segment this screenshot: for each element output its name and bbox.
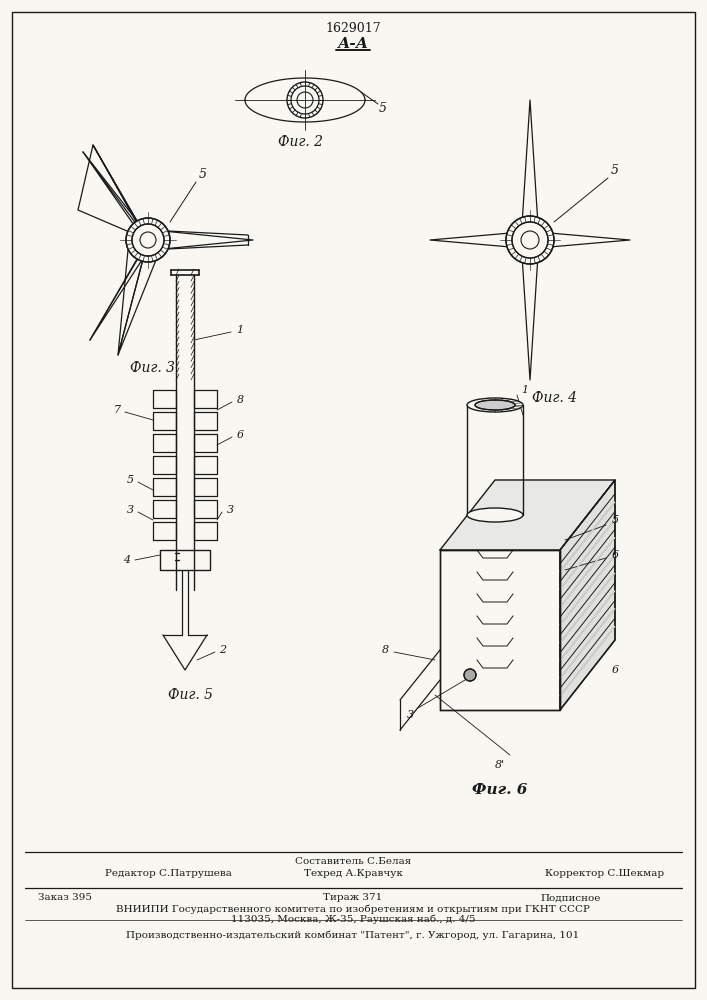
Text: 6: 6 (612, 665, 619, 675)
Text: Корректор С.Шекмар: Корректор С.Шекмар (545, 869, 664, 879)
Polygon shape (83, 152, 148, 240)
Text: 5: 5 (199, 168, 207, 182)
Text: 3: 3 (407, 710, 414, 720)
Polygon shape (90, 240, 153, 340)
Polygon shape (530, 232, 630, 248)
Text: ВНИИПИ Государственного комитета по изобретениям и открытиям при ГКНТ СССР: ВНИИПИ Государственного комитета по изоб… (116, 904, 590, 914)
Polygon shape (560, 591, 615, 661)
Polygon shape (522, 240, 538, 380)
Text: 6: 6 (612, 550, 619, 560)
Ellipse shape (467, 398, 523, 412)
Text: 2: 2 (219, 645, 226, 655)
Text: Тираж 371: Тираж 371 (323, 894, 382, 902)
Circle shape (132, 224, 164, 256)
Text: Составитель С.Белая: Составитель С.Белая (295, 856, 411, 865)
Polygon shape (522, 100, 538, 240)
Text: Техред А.Кравчук: Техред А.Кравчук (303, 869, 402, 879)
Text: 6: 6 (236, 430, 244, 440)
Text: Фиг. 6: Фиг. 6 (472, 783, 527, 797)
Circle shape (512, 222, 548, 258)
Text: 5: 5 (611, 163, 619, 176)
Text: 1629017: 1629017 (325, 21, 381, 34)
Circle shape (464, 669, 476, 681)
Text: Фиг. 3: Фиг. 3 (131, 361, 175, 375)
Text: 3: 3 (127, 505, 134, 515)
Text: 4: 4 (124, 555, 131, 565)
Polygon shape (560, 537, 615, 607)
Text: 113035, Москва, Ж-35, Раушская наб., д. 4/5: 113035, Москва, Ж-35, Раушская наб., д. … (230, 914, 475, 924)
Polygon shape (430, 232, 530, 248)
Text: Производственно-издательский комбинат "Патент", г. Ужгород, ул. Гагарина, 101: Производственно-издательский комбинат "П… (127, 930, 580, 940)
Polygon shape (148, 230, 253, 250)
Text: 7: 7 (113, 405, 121, 415)
Text: 1: 1 (522, 385, 529, 395)
Text: Фиг. 4: Фиг. 4 (532, 391, 578, 405)
Text: Подписное: Подписное (540, 894, 600, 902)
Text: А-А: А-А (337, 37, 368, 51)
Text: 3: 3 (226, 505, 233, 515)
Text: 5: 5 (379, 102, 387, 114)
Text: Редактор С.Патрушева: Редактор С.Патрушева (105, 869, 232, 879)
Polygon shape (560, 520, 615, 590)
Text: Фиг. 5: Фиг. 5 (168, 688, 213, 702)
Text: Фиг. 2: Фиг. 2 (278, 135, 322, 149)
Polygon shape (440, 550, 560, 710)
Polygon shape (560, 480, 615, 710)
Text: 8: 8 (382, 645, 389, 655)
Polygon shape (440, 480, 615, 550)
Polygon shape (560, 502, 615, 572)
Circle shape (506, 216, 554, 264)
Polygon shape (163, 635, 207, 670)
Circle shape (126, 218, 170, 262)
Text: 1: 1 (236, 325, 244, 335)
Ellipse shape (475, 400, 515, 410)
Text: Заказ 395: Заказ 395 (38, 894, 92, 902)
Polygon shape (560, 608, 615, 678)
Text: 8': 8' (495, 760, 505, 770)
Polygon shape (560, 626, 615, 696)
Text: 8: 8 (236, 395, 244, 405)
Ellipse shape (467, 508, 523, 522)
Polygon shape (560, 573, 615, 643)
Polygon shape (560, 555, 615, 625)
Text: 5: 5 (127, 475, 134, 485)
Text: 5: 5 (612, 515, 619, 525)
